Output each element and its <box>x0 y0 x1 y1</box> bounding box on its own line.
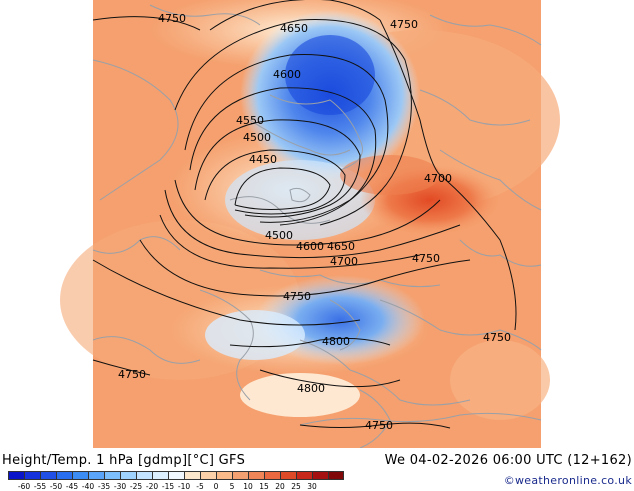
color-legend-tick: -60 <box>17 482 31 491</box>
color-legend-swatch <box>104 471 120 480</box>
map-footer: Height/Temp. 1 hPa [gdmp][°C] GFS We 04-… <box>0 448 634 491</box>
color-legend-swatch <box>24 471 40 480</box>
color-legend-swatch <box>296 471 312 480</box>
color-legend-tick: -20 <box>145 482 159 491</box>
map-title: Height/Temp. 1 hPa [gdmp][°C] GFS <box>2 453 246 468</box>
contour-label: 4800 <box>297 382 325 395</box>
color-legend <box>8 471 344 480</box>
color-legend-tick: -40 <box>81 482 95 491</box>
contour-label: 4450 <box>249 153 277 166</box>
color-legend-tick: -15 <box>161 482 175 491</box>
contour-label: 4800 <box>322 335 350 348</box>
color-legend-tick: -10 <box>177 482 191 491</box>
color-legend-swatch <box>312 471 328 480</box>
contour-label: 4500 <box>265 229 293 242</box>
height-contours <box>92 0 517 429</box>
contour-label: 4750 <box>118 368 146 381</box>
color-legend-swatch <box>248 471 264 480</box>
color-legend-swatch <box>216 471 232 480</box>
contour-label: 4650 <box>327 240 355 253</box>
contour-label: 4750 <box>412 252 440 265</box>
color-legend-ticks: -60 -55 -50 -45 -40 -35 -30 -25 -20 -15 -10 -5 0 5 10 1… <box>8 482 348 491</box>
contour-label: 4650 <box>280 22 308 35</box>
color-legend-tick: 0 <box>213 482 219 491</box>
color-legend-swatch <box>72 471 88 480</box>
color-legend-swatch <box>280 471 296 480</box>
color-legend-swatch <box>152 471 168 480</box>
contour-labels: 4750 4650 4750 4600 4550 4500 4450 4700 … <box>118 12 511 432</box>
contour-label: 4600 <box>273 68 301 81</box>
coastlines <box>92 4 542 448</box>
contour-label: 4500 <box>243 131 271 144</box>
color-legend-swatch <box>232 471 248 480</box>
color-legend-tick: -5 <box>196 482 204 491</box>
color-legend-swatch <box>40 471 56 480</box>
color-legend-tick: 20 <box>275 482 285 491</box>
color-legend-tick: -35 <box>97 482 111 491</box>
color-legend-swatch <box>56 471 72 480</box>
color-legend-swatch <box>328 471 344 480</box>
color-legend-swatch <box>88 471 104 480</box>
contour-label: 4700 <box>424 172 452 185</box>
color-legend-swatch <box>184 471 200 480</box>
color-legend-swatch <box>168 471 184 480</box>
contour-label: 4750 <box>390 18 418 31</box>
contour-label: 4750 <box>483 331 511 344</box>
color-legend-swatch <box>200 471 216 480</box>
color-legend-swatch <box>264 471 280 480</box>
color-legend-tick: 10 <box>243 482 253 491</box>
weather-map: 4750 4650 4750 4600 4550 4500 4450 4700 … <box>60 0 560 448</box>
color-legend-tick: -25 <box>129 482 143 491</box>
color-legend-swatch <box>120 471 136 480</box>
color-legend-tick: 25 <box>291 482 301 491</box>
contour-label: 4750 <box>283 290 311 303</box>
forecast-date: We 04-02-2026 06:00 UTC (12+162) <box>384 453 632 468</box>
contour-label: 4700 <box>330 255 358 268</box>
color-legend-tick: -45 <box>65 482 79 491</box>
contour-label: 4550 <box>236 114 264 127</box>
contour-label: 4600 <box>296 240 324 253</box>
color-legend-tick: 5 <box>229 482 235 491</box>
color-legend-swatch <box>8 471 24 480</box>
color-legend-tick: 15 <box>259 482 269 491</box>
color-legend-tick: 30 <box>307 482 317 491</box>
contour-label: 4750 <box>365 419 393 432</box>
credit-link[interactable]: ©weatheronline.co.uk <box>503 474 632 487</box>
contour-label: 4750 <box>158 12 186 25</box>
color-legend-tick: -30 <box>113 482 127 491</box>
color-legend-tick: -55 <box>33 482 47 491</box>
color-legend-swatch <box>136 471 152 480</box>
color-legend-tick: -50 <box>49 482 63 491</box>
